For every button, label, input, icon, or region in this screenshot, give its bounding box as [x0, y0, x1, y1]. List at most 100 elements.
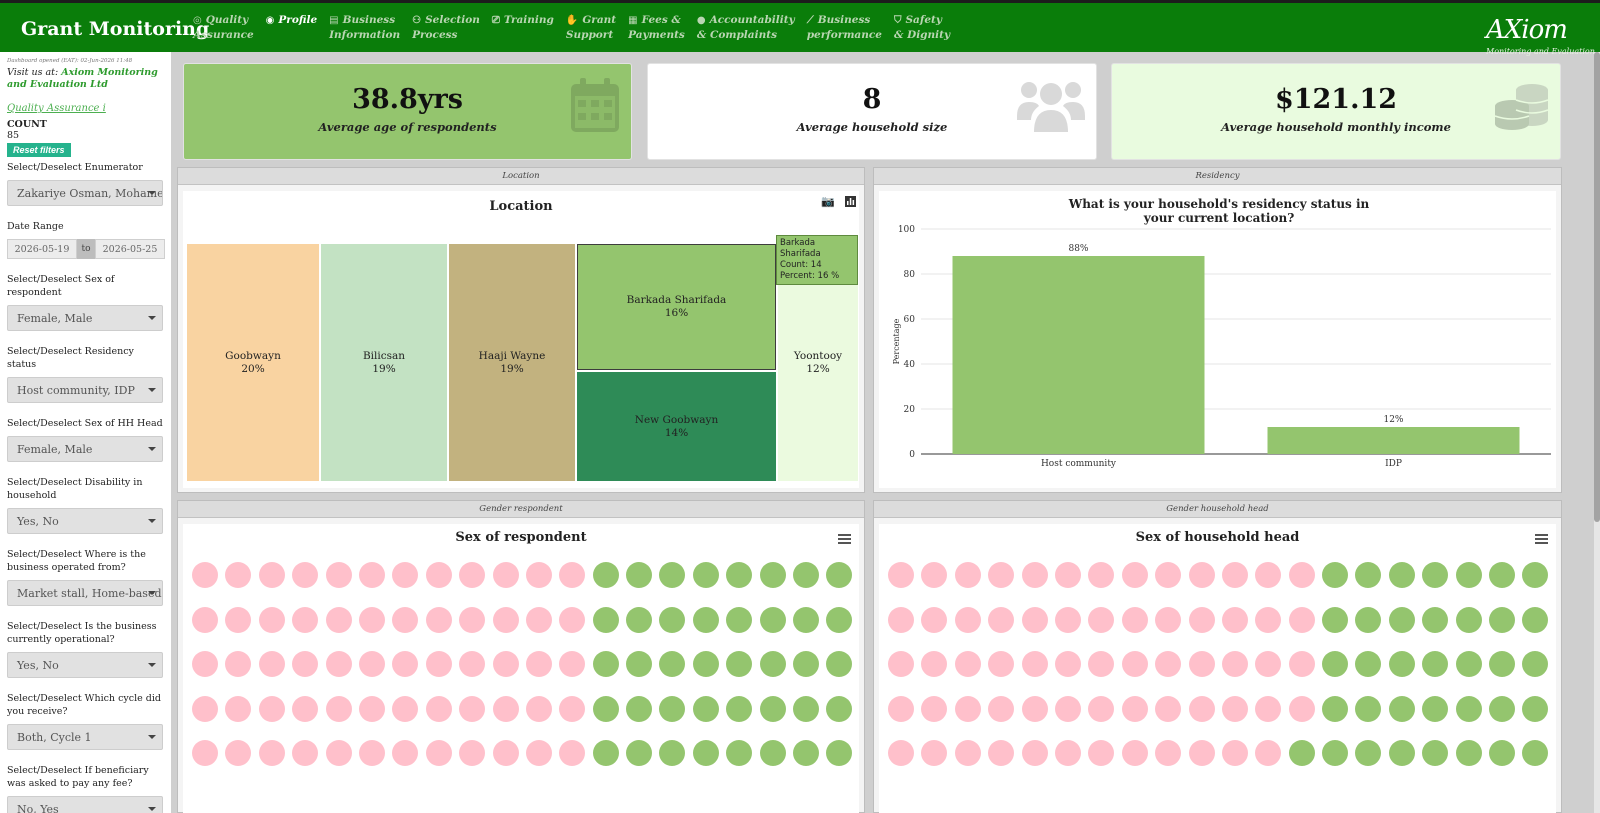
nav-item-business[interactable]: ⟋ Business performance [807, 13, 882, 42]
waffle-dot-female[interactable] [1121, 695, 1148, 722]
nav-item-training[interactable]: ⎚ Training [492, 13, 554, 42]
axiom-logo[interactable]: AXiom Monitoring and Evaluation [1486, 15, 1595, 63]
waffle-dot-male[interactable] [1322, 740, 1349, 766]
waffle-dot-male[interactable] [1355, 740, 1382, 766]
axiom-website-link[interactable]: Axiom Monitoring and Evaluation Ltd [7, 67, 158, 90]
waffle-dot-female[interactable] [988, 695, 1015, 722]
waffle-dot-female[interactable] [921, 695, 948, 722]
waffle-dot-female[interactable] [1255, 651, 1282, 677]
waffle-dot-female[interactable] [1155, 562, 1182, 588]
waffle-dot-female[interactable] [559, 740, 586, 766]
waffle-dot-male[interactable] [1355, 562, 1382, 588]
waffle-dot-female[interactable] [325, 606, 352, 633]
waffle-dot-male[interactable] [1455, 695, 1482, 722]
waffle-dot-female[interactable] [1288, 606, 1315, 633]
waffle-dot-male[interactable] [692, 562, 719, 588]
waffle-dot-female[interactable] [559, 562, 586, 588]
waffle-dot-female[interactable] [1121, 562, 1148, 588]
waffle-dot-female[interactable] [492, 740, 519, 766]
waffle-dot-female[interactable] [988, 651, 1015, 677]
treemap-cell-new-goobwayn[interactable]: New Goobwayn 14% [577, 372, 776, 481]
waffle-dot-female[interactable] [559, 695, 586, 722]
waffle-dot-female[interactable] [888, 606, 914, 633]
filter-dropdown[interactable]: Both, Cycle 1 [7, 724, 163, 750]
waffle-dot-female[interactable] [525, 695, 552, 722]
waffle-dot-male[interactable] [659, 606, 686, 633]
waffle-dot-male[interactable] [1322, 562, 1349, 588]
nav-item-selection[interactable]: ⚇ Selection Process [412, 13, 480, 42]
waffle-dot-female[interactable] [525, 740, 552, 766]
filter-dropdown[interactable]: Female, Male [7, 436, 163, 462]
waffle-dot-female[interactable] [425, 606, 452, 633]
waffle-dot-male[interactable] [1522, 562, 1549, 588]
filter-dropdown[interactable]: Host community, IDP [7, 377, 163, 403]
waffle-dot-female[interactable] [292, 562, 319, 588]
waffle-dot-female[interactable] [1121, 606, 1148, 633]
waffle-dot-male[interactable] [759, 651, 786, 677]
waffle-dot-female[interactable] [225, 695, 252, 722]
waffle-dot-female[interactable] [1121, 651, 1148, 677]
waffle-dot-female[interactable] [988, 606, 1015, 633]
waffle-dot-male[interactable] [1422, 740, 1449, 766]
waffle-dot-female[interactable] [1255, 740, 1282, 766]
waffle-dot-female[interactable] [459, 606, 486, 633]
waffle-dot-male[interactable] [1522, 651, 1549, 677]
waffle-dot-male[interactable] [1422, 651, 1449, 677]
waffle-dot-male[interactable] [659, 651, 686, 677]
waffle-dot-male[interactable] [1489, 740, 1516, 766]
waffle-dot-female[interactable] [492, 562, 519, 588]
waffle-dot-male[interactable] [726, 695, 753, 722]
waffle-dot-male[interactable] [1355, 651, 1382, 677]
waffle-dot-male[interactable] [1489, 695, 1516, 722]
waffle-dot-male[interactable] [826, 562, 853, 588]
waffle-dot-female[interactable] [525, 562, 552, 588]
waffle-dot-male[interactable] [626, 740, 653, 766]
waffle-dot-male[interactable] [759, 606, 786, 633]
waffle-dot-female[interactable] [292, 651, 319, 677]
waffle-dot-female[interactable] [425, 695, 452, 722]
start-date-input[interactable]: 2026-05-19 [7, 239, 77, 259]
waffle-dot-female[interactable] [1054, 740, 1081, 766]
waffle-dot-female[interactable] [425, 740, 452, 766]
waffle-dot-male[interactable] [1522, 695, 1549, 722]
waffle-dot-male[interactable] [592, 740, 619, 766]
treemap-cell-barkada-sharifada[interactable]: Barkada Sharifada 16% [577, 244, 776, 370]
waffle-dot-female[interactable] [954, 606, 981, 633]
waffle-dot-female[interactable] [1255, 606, 1282, 633]
waffle-dot-female[interactable] [1188, 695, 1215, 722]
nav-item-quality[interactable]: ◎ Quality Assurance [193, 13, 254, 42]
waffle-dot-male[interactable] [1388, 695, 1415, 722]
waffle-dot-male[interactable] [1455, 606, 1482, 633]
waffle-dot-male[interactable] [659, 695, 686, 722]
waffle-dot-male[interactable] [692, 695, 719, 722]
waffle-dot-male[interactable] [1522, 740, 1549, 766]
filter-dropdown[interactable]: Female, Male [7, 305, 163, 331]
waffle-dot-female[interactable] [358, 740, 385, 766]
waffle-dot-female[interactable] [921, 606, 948, 633]
waffle-dot-female[interactable] [459, 651, 486, 677]
waffle-dot-male[interactable] [692, 651, 719, 677]
waffle-dot-female[interactable] [225, 651, 252, 677]
waffle-dot-male[interactable] [726, 740, 753, 766]
filter-dropdown[interactable]: No, Yes [7, 796, 163, 813]
waffle-dot-male[interactable] [759, 740, 786, 766]
nav-item-business[interactable]: ▤ Business Information [329, 13, 400, 42]
waffle-dot-male[interactable] [1388, 740, 1415, 766]
waffle-dot-female[interactable] [392, 651, 419, 677]
waffle-dot-female[interactable] [888, 651, 914, 677]
nav-item-profile[interactable]: ◉ Profile [266, 13, 317, 42]
waffle-dot-female[interactable] [1255, 695, 1282, 722]
waffle-dot-female[interactable] [192, 606, 218, 633]
waffle-dot-female[interactable] [1121, 740, 1148, 766]
waffle-dot-female[interactable] [1021, 651, 1048, 677]
treemap-cell-bilicsan[interactable]: Bilicsan 19% [321, 244, 447, 481]
nav-item-grant[interactable]: ✋ Grant Support [566, 13, 616, 42]
waffle-dot-male[interactable] [1288, 740, 1315, 766]
waffle-dot-female[interactable] [225, 606, 252, 633]
waffle-dot-female[interactable] [258, 606, 285, 633]
waffle-dot-female[interactable] [1021, 562, 1048, 588]
waffle-dot-male[interactable] [1388, 651, 1415, 677]
waffle-dot-female[interactable] [1155, 740, 1182, 766]
waffle-dot-female[interactable] [1188, 740, 1215, 766]
waffle-dot-male[interactable] [826, 695, 853, 722]
